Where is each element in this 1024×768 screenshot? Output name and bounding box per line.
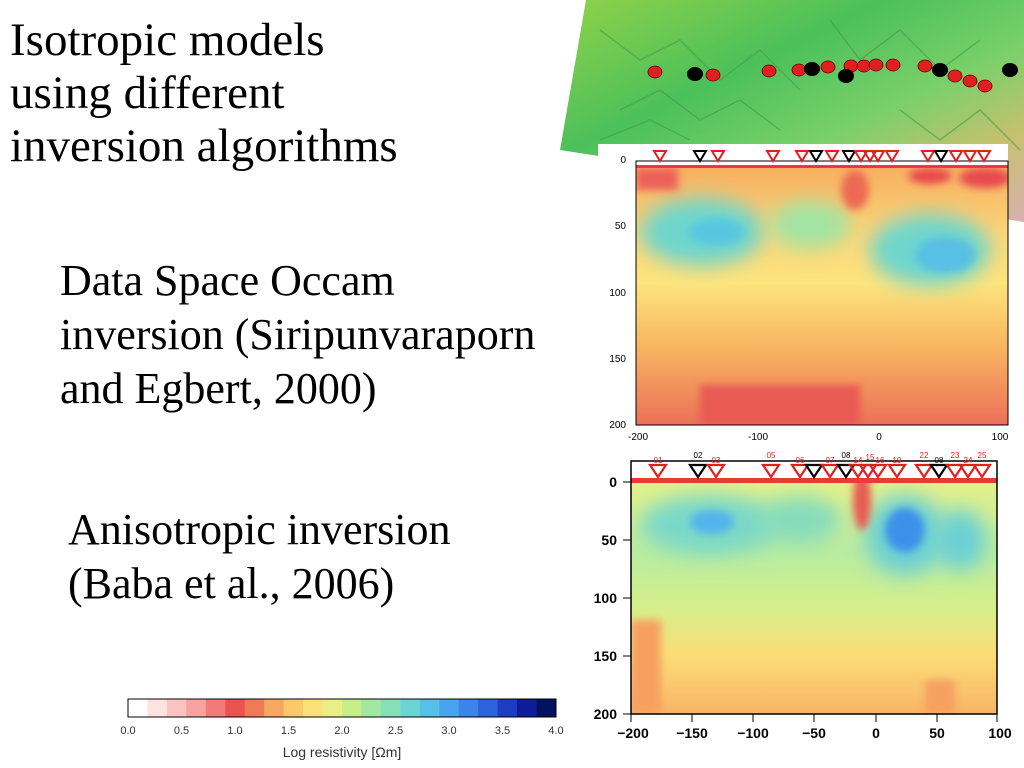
anisotropic-x-tick: −150 [676,725,708,741]
colorbar-cell [128,699,148,717]
anisotropic-y-tick: 150 [594,648,618,664]
station-label: 22 [920,451,929,460]
occam-caption: Data Space Occam inversion (Siripunvarap… [60,254,535,416]
anisotropic-x-tick: 100 [988,725,1012,741]
title-line-1: Isotropic models [10,14,325,66]
colorbar-cell [419,699,440,717]
colorbar-cell [478,699,499,717]
slide-title: Isotropic models using different inversi… [10,14,398,173]
occam-y-tick: 150 [609,354,626,365]
occam-y-tick: 100 [609,288,626,299]
colorbar-label: Log resistivity [Ωm] [283,744,402,760]
station-label: 06 [796,456,805,465]
station-label: 07 [826,456,835,465]
colorbar-tick-label: 3.0 [441,725,456,737]
station-label: 15 [866,453,875,462]
colorbar-cell [303,699,324,717]
anisotropic-x-tick: −100 [737,725,769,741]
anisotropic-y-tick: 200 [594,706,618,722]
colorbar-cell [361,699,382,717]
station-label: 05 [767,451,776,460]
station-label: 23 [951,451,960,460]
occam-x-tick: -200 [628,432,648,443]
station-label: 08 [935,456,944,465]
station-label: 14 [854,456,863,465]
occam-x-tick: 0 [876,432,882,443]
colorbar-cell [322,699,343,717]
station-label: 03 [712,456,721,465]
anisotropic-x-tick: −50 [802,725,826,741]
colorbar-cell [283,699,304,717]
occam-model-panel: 0 50 100 150 200 -200 -100 0 100 [598,144,1009,443]
station-label: 01 [654,456,663,465]
colorbar-ticks: 0.0 0.5 1.0 1.5 2.0 2.5 3.0 3.5 4.0 [120,725,563,737]
station-label: 02 [694,451,703,460]
colorbar-tick-label: 1.5 [281,725,296,737]
anisotropic-x-tick: 50 [929,725,945,741]
colorbar-cells [128,699,557,717]
anisotropic-x-tick: −200 [617,725,649,741]
colorbar-tick-label: 0.5 [174,725,189,737]
anisotropic-model-panel: 0 50 100 150 200 −200 −150 −100 −50 0 50… [594,451,1012,741]
title-line-2: using different [10,67,285,119]
colorbar-tick-label: 2.5 [388,725,403,737]
station-label: 08 [842,451,851,460]
anisotropic-y-tick: 100 [594,590,618,606]
colorbar-cell [186,699,207,717]
colorbar-cell [439,699,460,717]
station-label: 24 [964,456,973,465]
anisotropic-caption-line-1: Anisotropic inversion [68,505,451,554]
station-label: 16 [876,456,885,465]
colorbar-cell [225,699,246,717]
occam-caption-line-2: inversion (Siripunvaraporn [60,310,536,359]
colorbar-tick-label: 2.0 [334,725,349,737]
anisotropic-caption: Anisotropic inversion (Baba et al., 2006… [68,503,451,611]
colorbar-cell [497,699,518,717]
colorbar-cell [400,699,421,717]
colorbar-cell [458,699,479,717]
colorbar-tick-label: 1.0 [227,725,242,737]
occam-x-tick: 100 [992,432,1009,443]
anisotropic-x-tick: 0 [872,725,880,741]
occam-x-tick: -100 [748,432,768,443]
colorbar-cell [536,699,557,717]
occam-y-tick: 200 [609,420,626,431]
station-label: 25 [978,451,987,460]
colorbar-cell [166,699,187,717]
colorbar-tick-label: 0.0 [120,725,135,737]
colorbar-cell [380,699,401,717]
colorbar-cell [147,699,168,717]
colorbar-cell [264,699,285,717]
anisotropic-y-tick: 0 [609,474,617,490]
colorbar-tick-label: 4.0 [548,725,563,737]
occam-caption-line-1: Data Space Occam [60,256,395,305]
colorbar-cell [244,699,265,717]
station-label: 19 [893,456,902,465]
colorbar-tick-label: 3.5 [495,725,510,737]
title-line-3: inversion algorithms [10,120,398,172]
anisotropic-y-tick: 50 [601,532,617,548]
occam-y-tick: 0 [620,155,626,166]
colorbar-cell [205,699,226,717]
anisotropic-caption-line-2: (Baba et al., 2006) [68,559,395,608]
colorbar-cell [517,699,538,717]
occam-y-tick: 50 [615,221,627,232]
colorbar-cell [342,699,362,717]
occam-caption-line-3: and Egbert, 2000) [60,364,377,413]
colorbar: 0.0 0.5 1.0 1.5 2.0 2.5 3.0 3.5 4.0 Log resistiv… [120,698,564,760]
